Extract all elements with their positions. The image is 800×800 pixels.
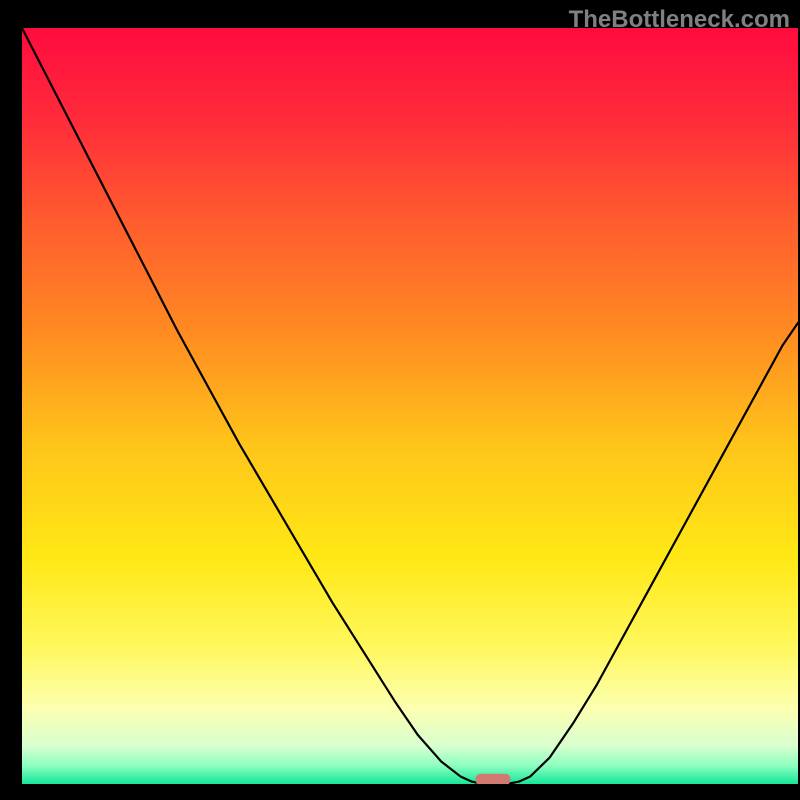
chart-container: TheBottleneck.com	[0, 0, 800, 800]
plot-area	[22, 28, 798, 784]
watermark-text: TheBottleneck.com	[569, 6, 790, 34]
curve-path	[22, 28, 798, 784]
bottleneck-curve	[22, 28, 798, 784]
optimal-marker	[476, 774, 511, 784]
